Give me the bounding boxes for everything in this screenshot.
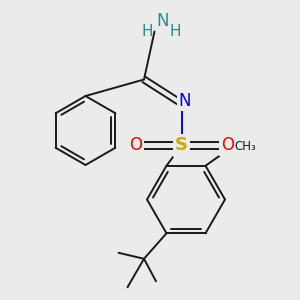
Text: H: H (142, 24, 153, 39)
Text: N: N (156, 12, 169, 30)
Text: CH₃: CH₃ (234, 140, 256, 153)
Text: O: O (129, 136, 142, 154)
Text: O: O (221, 136, 234, 154)
Text: N: N (178, 92, 191, 110)
Text: H: H (169, 24, 181, 39)
Text: S: S (175, 136, 188, 154)
